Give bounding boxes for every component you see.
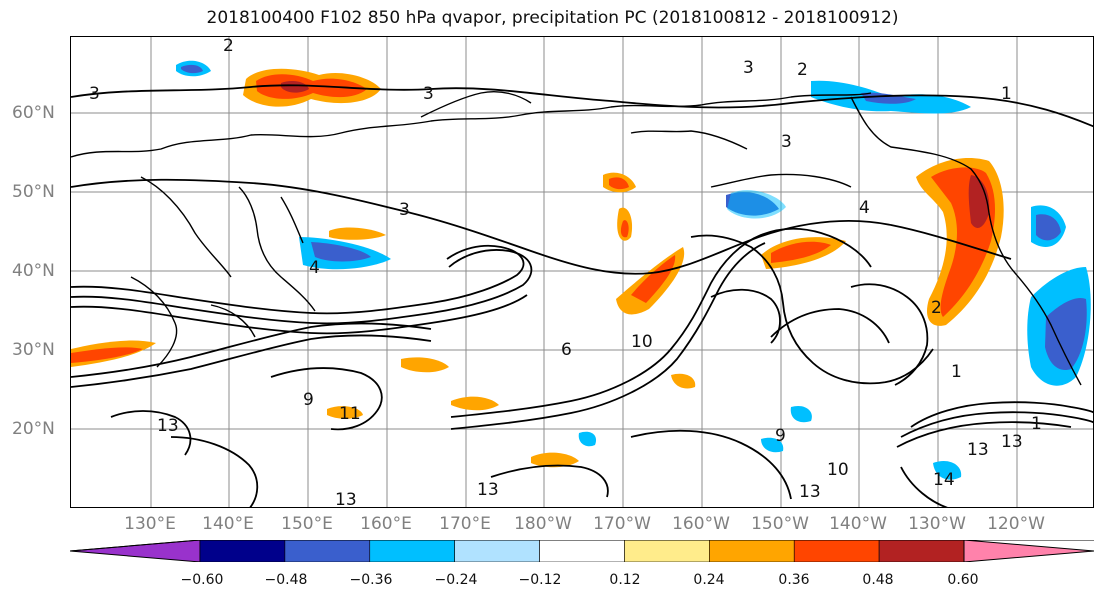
colorbar-outline-top <box>70 540 1094 552</box>
colorbar-tick: −0.48 <box>264 572 308 588</box>
contour-label: 3 <box>89 84 100 104</box>
lon-label-170e: 170°E <box>439 514 491 534</box>
contour-label: 1 <box>1031 414 1042 434</box>
contour-label: 9 <box>775 426 786 446</box>
contour-label: 13 <box>477 480 499 500</box>
lon-label-150w: 150°W <box>751 514 809 534</box>
contour-label: 13 <box>1001 432 1023 452</box>
contour-label: 9 <box>303 390 314 410</box>
lat-label-20n: 20°N <box>12 419 55 439</box>
contour-label: 4 <box>309 258 320 278</box>
map-title: 2018100400 F102 850 hPa qvapor, precipit… <box>206 8 899 28</box>
lon-label-160e: 160°E <box>360 514 412 534</box>
lon-label-150e: 150°E <box>281 514 333 534</box>
lat-label-40n: 40°N <box>12 261 55 281</box>
lon-label-120w: 120°W <box>987 514 1045 534</box>
contour-label: 2 <box>223 37 234 56</box>
colorbar-tick: −0.60 <box>180 572 224 588</box>
lat-label-50n: 50°N <box>12 182 55 202</box>
contour-label: 6 <box>561 340 572 360</box>
colorbar-segment <box>709 540 795 562</box>
colorbar-extend-low <box>70 540 201 562</box>
contour-label: 10 <box>827 460 849 480</box>
contour-label: 3 <box>781 132 792 152</box>
qvapor-contours <box>71 84 1093 507</box>
contour-label: 2 <box>931 298 942 318</box>
contour-label: 1 <box>951 362 962 382</box>
contour-label: 13 <box>157 416 179 436</box>
precip-shading <box>71 60 1091 480</box>
lon-label-170w: 170°W <box>593 514 651 534</box>
contour-label: 3 <box>399 200 410 220</box>
lon-label-140e: 140°E <box>202 514 254 534</box>
lon-label-130w: 130°W <box>908 514 966 534</box>
colorbar-tick: −0.24 <box>434 572 478 588</box>
colorbar-segment <box>369 540 455 562</box>
colorbar <box>70 540 1094 562</box>
lon-label-160w: 160°W <box>672 514 730 534</box>
lat-label-30n: 30°N <box>12 340 55 360</box>
colorbar-segments <box>70 540 1094 562</box>
contour-label: 3 <box>743 58 754 78</box>
graticule <box>71 37 1093 507</box>
contour-label: 2 <box>797 60 808 80</box>
colorbar-segment <box>624 540 710 562</box>
lat-label-60n: 60°N <box>12 103 55 123</box>
colorbar-segment <box>539 540 625 562</box>
contour-label: 3 <box>423 84 434 104</box>
colorbar-segment <box>284 540 371 562</box>
map-canvas: 2 3 3 2 1 3 3 3 4 4 2 1 6 10 9 11 13 13 … <box>71 37 1093 508</box>
contour-label: 13 <box>799 482 821 502</box>
contour-label: 11 <box>339 404 361 424</box>
colorbar-tick: 0.36 <box>778 572 810 588</box>
contour-label-group: 2 3 3 2 1 3 3 3 4 4 2 1 6 10 9 11 13 13 … <box>89 37 1042 508</box>
contour-label: 13 <box>335 490 357 508</box>
colorbar-tick: 0.60 <box>947 572 979 588</box>
colorbar-tick: 0.48 <box>862 572 894 588</box>
coastlines <box>71 91 1082 386</box>
lon-label-140w: 140°W <box>829 514 887 534</box>
colorbar-segment <box>793 540 880 562</box>
colorbar-segment <box>199 540 286 562</box>
map-panel: 2 3 3 2 1 3 3 3 4 4 2 1 6 10 9 11 13 13 … <box>70 36 1094 508</box>
colorbar-segment <box>454 540 540 562</box>
lon-label-130e: 130°E <box>124 514 176 534</box>
colorbar-tick: 0.24 <box>693 572 725 588</box>
contour-label: 13 <box>967 440 989 460</box>
contour-label: 10 <box>631 332 653 352</box>
colorbar-segment <box>878 540 965 562</box>
colorbar-tick: −0.12 <box>518 572 562 588</box>
lon-label-180w: 180°W <box>514 514 572 534</box>
colorbar-extend-high <box>963 540 1094 562</box>
colorbar-tick: −0.36 <box>349 572 393 588</box>
colorbar-tick: 0.12 <box>609 572 641 588</box>
contour-label: 1 <box>1001 84 1012 104</box>
contour-label: 14 <box>933 470 955 490</box>
contour-label: 4 <box>859 198 870 218</box>
